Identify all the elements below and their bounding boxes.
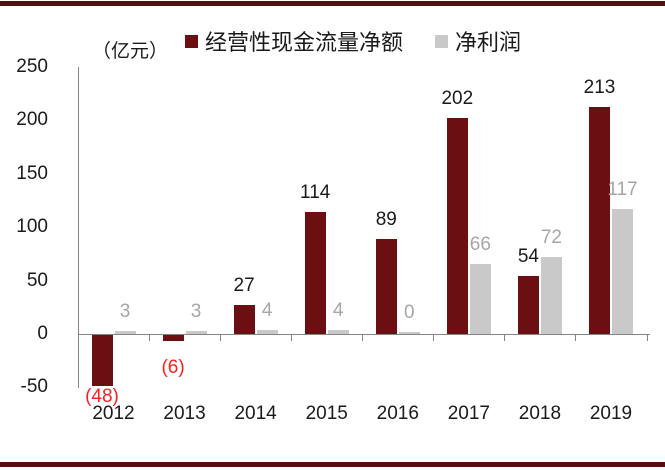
y-axis-tick-label: 50 (26, 269, 48, 291)
bar-operating-cash-flow (162, 335, 184, 342)
x-axis-tick (575, 334, 577, 341)
bar-operating-cash-flow (446, 118, 468, 334)
bar-value-label-secondary: 4 (261, 299, 273, 321)
y-axis-tick-label: 200 (16, 109, 48, 131)
x-axis-category-label: 2012 (92, 403, 135, 424)
x-axis-tick (149, 334, 151, 341)
bar-value-label-primary: 89 (375, 208, 397, 230)
x-axis-tick (433, 334, 435, 341)
x-axis-tick (220, 334, 222, 341)
x-axis-category-label: 2019 (589, 403, 633, 424)
bar-net-profit (398, 332, 420, 334)
bar-net-profit (256, 329, 278, 334)
bar-value-label-primary: 213 (583, 76, 616, 98)
bar-value-label-primary: 54 (517, 246, 539, 268)
bar-operating-cash-flow (304, 212, 326, 334)
x-axis-category-label: 2018 (518, 403, 562, 424)
x-axis-tick (504, 334, 506, 341)
x-axis-category-label: 2013 (163, 403, 206, 424)
bar-value-label-secondary: 117 (607, 179, 638, 201)
y-axis-tick-label: -50 (20, 376, 48, 398)
legend-label-operating-cash-flow: 经营性现金流量净额 (205, 30, 404, 55)
legend-swatch-net-profit-icon (435, 34, 449, 48)
legend-label-net-profit: 净利润 (455, 30, 522, 55)
x-axis-tick (362, 334, 364, 341)
bar-net-profit (114, 330, 136, 334)
x-axis-category-label: 2016 (376, 403, 419, 424)
x-axis-category-label: 2017 (447, 403, 490, 424)
legend-swatch-operating-cash-flow-icon (185, 34, 198, 48)
bar-value-label-secondary: 3 (190, 300, 202, 322)
bar-net-profit (611, 209, 633, 334)
bar-value-label-secondary: 3 (119, 300, 131, 322)
bar-operating-cash-flow (91, 335, 113, 387)
bar-operating-cash-flow (375, 238, 397, 334)
bar-net-profit (469, 263, 491, 334)
y-axis-tick-label: 250 (16, 56, 48, 77)
top-accent-rule (0, 1, 665, 6)
x-axis-category-label: 2015 (305, 403, 348, 424)
x-axis-tick (78, 334, 79, 341)
x-axis-tick (646, 334, 648, 341)
x-axis-category-label: 2014 (234, 403, 277, 424)
legend: 经营性现金流量净额 净利润 (185, 28, 522, 55)
bar-value-label-negative: (6) (161, 357, 185, 378)
bar-value-label-secondary: 72 (540, 227, 562, 249)
y-axis-tick-label: 100 (16, 216, 48, 238)
bar-value-label-negative: (48) (85, 386, 119, 408)
y-axis-unit-label: （亿元） (92, 41, 169, 62)
bar-value-label-secondary: 0 (403, 302, 415, 323)
bar-value-label-secondary: 66 (469, 233, 491, 255)
bar-net-profit (327, 329, 349, 334)
bar-value-label-primary: 27 (233, 275, 255, 297)
bottom-accent-rule (0, 462, 665, 467)
y-axis-tick-label: 150 (16, 162, 48, 184)
bar-operating-cash-flow (517, 276, 539, 334)
bar-value-label-secondary: 4 (332, 299, 344, 321)
bar-value-label-primary: 114 (300, 182, 331, 204)
bar-operating-cash-flow (233, 305, 255, 334)
bar-value-label-primary: 202 (441, 88, 474, 110)
bar-net-profit (185, 330, 207, 334)
y-axis-tick-label: 0 (37, 323, 48, 344)
x-axis-line (78, 334, 650, 335)
bar-net-profit (540, 257, 562, 334)
bar-operating-cash-flow (588, 106, 610, 334)
x-axis-tick (291, 334, 293, 341)
y-axis-line (78, 67, 79, 388)
